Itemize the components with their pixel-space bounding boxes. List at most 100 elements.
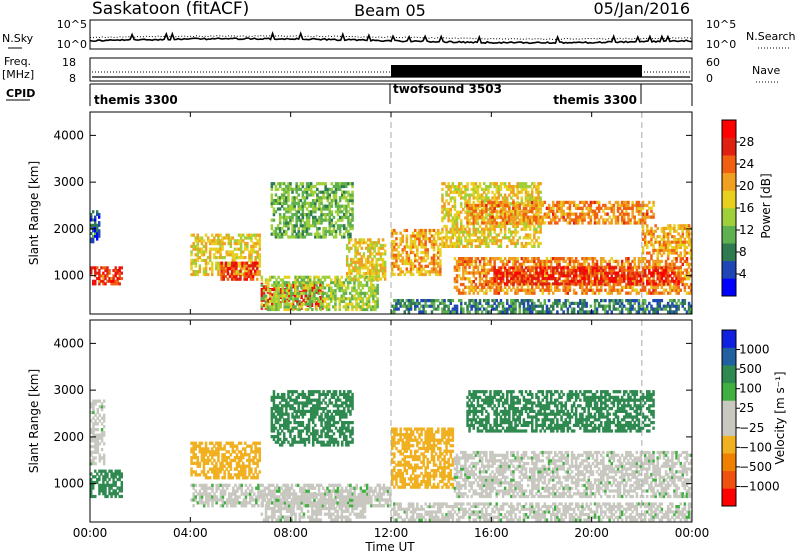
- heatmap-cell: [204, 261, 208, 265]
- heatmap-cell: [258, 272, 261, 277]
- heatmap-cell: [328, 196, 331, 200]
- heatmap-cell: [250, 239, 253, 243]
- heatmap-cell: [291, 224, 294, 228]
- heatmap-cell: [351, 305, 354, 309]
- freq-panel: Freq. [MHz] 18 8 60 0 Nave: [2, 55, 780, 85]
- heatmap-cell: [262, 294, 266, 298]
- heatmap-cell: [256, 242, 259, 246]
- heatmap-cell: [552, 304, 555, 308]
- heatmap-cell: [338, 283, 341, 287]
- heatmap-cell: [476, 206, 480, 210]
- heatmap-cell: [361, 305, 365, 309]
- heatmap-cell: [295, 218, 298, 222]
- heatmap-cell: [375, 269, 378, 273]
- heatmap-cell: [516, 209, 519, 213]
- heatmap-cell: [462, 274, 465, 278]
- heatmap-cell: [537, 185, 540, 189]
- heatmap-cell: [252, 242, 255, 246]
- heatmap-cell: [457, 185, 461, 189]
- heatmap-cell: [302, 302, 306, 306]
- heatmap-cell: [253, 264, 257, 268]
- heatmap-cell: [322, 190, 325, 194]
- heatmap-cell: [204, 272, 208, 277]
- heatmap-cell: [399, 272, 402, 277]
- heatmap-cell: [307, 232, 311, 236]
- heatmap-cell: [514, 233, 517, 237]
- heatmap-cell: [229, 264, 233, 268]
- heatmap-cell: [291, 215, 294, 219]
- heatmap-cell: [666, 257, 670, 261]
- heatmap-cell: [374, 299, 377, 303]
- heatmap-cell: [270, 201, 274, 205]
- heatmap-cell: [568, 274, 572, 278]
- heatmap-cell: [373, 277, 376, 281]
- heatmap-cell: [539, 182, 542, 186]
- heatmap-cell: [365, 281, 369, 285]
- heatmap-cell: [365, 297, 369, 301]
- heatmap-cell: [118, 277, 121, 281]
- heatmap-cell: [445, 227, 448, 231]
- heatmap-cell: [379, 246, 383, 250]
- heatmap-cell: [250, 244, 253, 248]
- heatmap-cell: [512, 215, 515, 219]
- heatmap-cell: [357, 297, 360, 301]
- heatmap-cell: [356, 241, 359, 245]
- heatmap-cell: [374, 291, 377, 295]
- heatmap-cell: [485, 203, 488, 208]
- heatmap-cell: [358, 269, 361, 273]
- heatmap-cell: [302, 278, 306, 282]
- heatmap-cell: [285, 291, 289, 295]
- heatmap-cell: [631, 206, 634, 210]
- heatmap-cell: [623, 262, 626, 266]
- heatmap-cell: [591, 274, 595, 278]
- heatmap-cell: [535, 227, 538, 231]
- heatmap-cell: [487, 187, 490, 191]
- heatmap-cell: [363, 302, 367, 306]
- heatmap-cell: [597, 200, 601, 205]
- heatmap-cell: [595, 215, 599, 219]
- heatmap-cell: [487, 241, 490, 246]
- heatmap-cell: [362, 238, 366, 242]
- heatmap-cell: [204, 233, 208, 237]
- heatmap-cell: [362, 255, 366, 259]
- heatmap-cell: [356, 257, 359, 262]
- heatmap-cell: [439, 264, 442, 268]
- heatmap-cell: [493, 227, 496, 231]
- heatmap-cell: [357, 283, 360, 287]
- heatmap-cell: [405, 270, 409, 274]
- heatmap-cell: [303, 213, 307, 217]
- heatmap-cell: [365, 308, 369, 312]
- heatmap-cell: [320, 196, 323, 200]
- heatmap-cell: [677, 291, 680, 295]
- heatmap-cell: [371, 277, 374, 281]
- heatmap-cell: [453, 204, 457, 209]
- heatmap-cell: [367, 257, 370, 262]
- heatmap-cell: [94, 221, 97, 225]
- heatmap-cell: [112, 269, 115, 273]
- heatmap-cell: [377, 238, 380, 242]
- heatmap-cell: [669, 307, 672, 311]
- heatmap-cell: [349, 232, 352, 236]
- heatmap-cell: [98, 269, 101, 273]
- heatmap-cell: [328, 213, 331, 217]
- heatmap-cell: [319, 278, 322, 282]
- heatmap-cell: [373, 271, 376, 276]
- heatmap-cell: [94, 282, 97, 286]
- heatmap-cell: [416, 253, 419, 257]
- heatmap-cell: [669, 274, 672, 278]
- heatmap-cell: [316, 199, 319, 203]
- heatmap-cell: [350, 257, 353, 262]
- heatmap-cell: [633, 257, 636, 261]
- heatmap-cell: [317, 297, 320, 301]
- heatmap-cell: [455, 285, 459, 289]
- heatmap-cell: [328, 224, 331, 228]
- heatmap-cell: [92, 229, 95, 233]
- heatmap-cell: [593, 291, 597, 295]
- heatmap-cell: [506, 262, 509, 266]
- heatmap-cell: [342, 299, 346, 303]
- heatmap-cell: [535, 203, 538, 208]
- heatmap-cell: [246, 242, 249, 246]
- heatmap-cell: [466, 224, 469, 228]
- heatmap-cell: [221, 256, 224, 260]
- heatmap-cell: [608, 200, 611, 205]
